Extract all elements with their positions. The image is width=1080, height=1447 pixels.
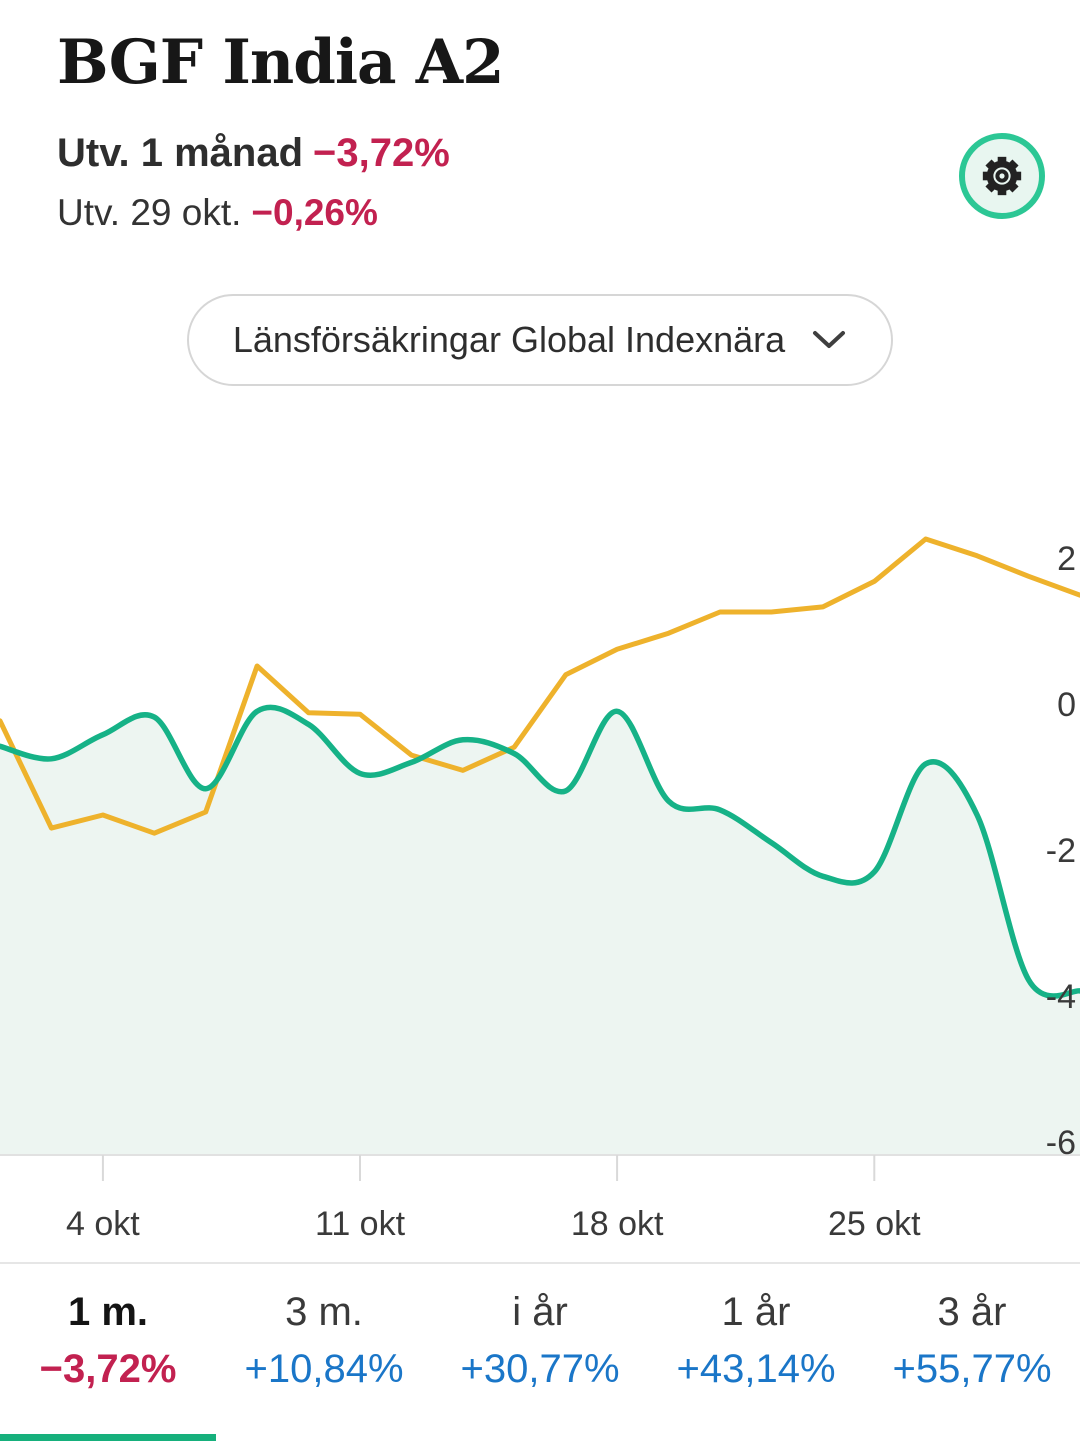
comparison-fund-label: Länsförsäkringar Global Indexnära [232, 319, 786, 360]
day-performance-label: Utv. 29 okt. [57, 192, 242, 233]
tab-3ar[interactable]: 3 år +55,77% [864, 1264, 1080, 1447]
period-performance-value: −3,72% [313, 131, 450, 175]
gear-icon [979, 153, 1025, 199]
performance-chart-svg: 2 0 -2 -4 -6 [0, 536, 1080, 1181]
tab-label: 3 år [937, 1290, 1007, 1334]
period-performance-label: Utv. 1 månad [57, 131, 303, 175]
day-performance-value: −0,26% [251, 192, 378, 233]
y-axis-label: -2 [1046, 832, 1076, 870]
tab-value: +55,77% [892, 1347, 1052, 1391]
y-axis-label: -4 [1046, 978, 1076, 1016]
tab-label: 1 m. [67, 1290, 149, 1334]
comparison-fund-line [0, 536, 1080, 836]
tab-value: +43,14% [676, 1347, 836, 1391]
tab-1m[interactable]: 1 m. −3,72% [0, 1264, 216, 1447]
x-axis-label: 18 okt [570, 1205, 664, 1243]
tab-label: 1 år [721, 1290, 791, 1334]
x-axis-label: 4 okt [65, 1205, 140, 1243]
tab-1ar[interactable]: 1 år +43,14% [648, 1264, 864, 1447]
tab-value: +30,77% [460, 1347, 620, 1391]
tab-iar[interactable]: i år +30,77% [432, 1264, 648, 1447]
bgf-india-area-fill [0, 707, 1080, 1155]
tab-3m[interactable]: 3 m. +10,84% [216, 1264, 432, 1447]
y-axis-label: -6 [1046, 1124, 1076, 1162]
tab-label: 3 m. [285, 1290, 363, 1334]
period-performance-row: Utv. 1 månad −3,72% [57, 131, 1023, 175]
chevron-down-icon [811, 329, 847, 351]
header: BGF India A2 Utv. 1 månad −3,72% Utv. 29 … [0, 0, 1080, 234]
y-axis-label: 2 [1057, 540, 1076, 578]
page-title: BGF India A2 [57, 27, 505, 98]
y-axis-label: 0 [1057, 686, 1076, 724]
settings-button[interactable] [959, 133, 1045, 219]
tab-value: −3,72% [39, 1347, 177, 1391]
tab-label: i år [512, 1290, 568, 1334]
day-performance-row: Utv. 29 okt. −0,26% [57, 192, 1023, 234]
x-axis-label: 25 okt [827, 1205, 921, 1243]
tab-value: +10,84% [244, 1347, 404, 1391]
period-tabs: 1 m. −3,72% 3 m. +10,84% i år +30,77% 1 … [0, 1262, 1080, 1447]
comparison-fund-dropdown[interactable]: Länsförsäkringar Global Indexnära [187, 294, 893, 386]
selected-tab-indicator [0, 1434, 216, 1441]
x-axis-label: 11 okt [314, 1205, 406, 1243]
bgf-india-line [0, 704, 1080, 999]
x-axis-labels: 4 okt 11 okt 18 okt 25 okt [0, 1193, 1080, 1260]
performance-chart[interactable]: 2 0 -2 -4 -6 4 okt 11 okt 18 okt 25 okt [0, 428, 1080, 1260]
